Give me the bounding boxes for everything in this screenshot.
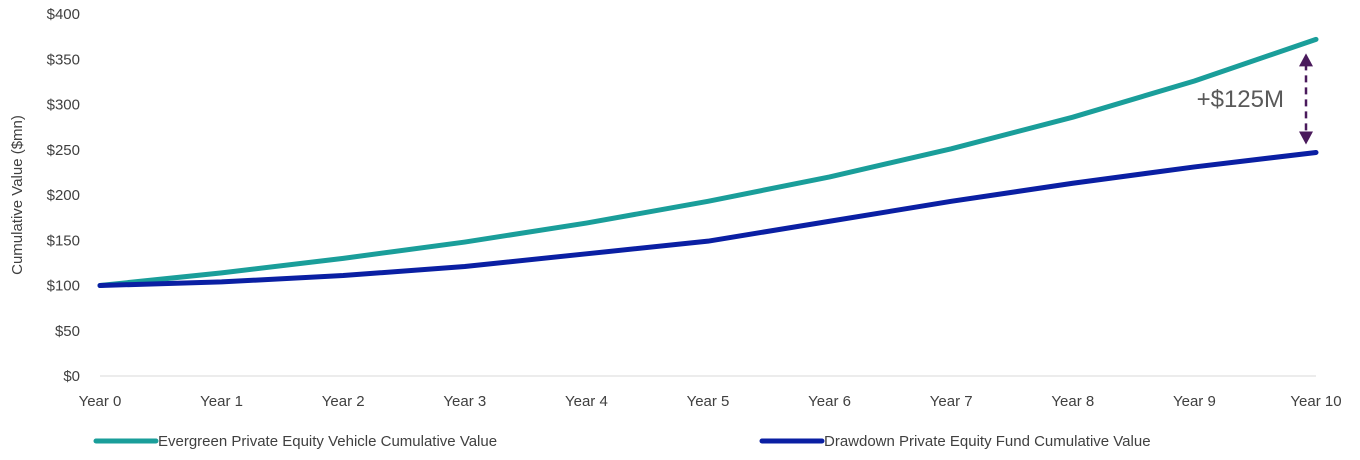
y-tick-label: $300 (47, 97, 80, 114)
series-line-2 (97, 149, 1319, 288)
y-axis-ticks: $0 $50 $100 $150 $200 $250 $300 $350 $400 (47, 6, 80, 385)
x-tick-label: Year 1 (200, 393, 243, 410)
annotation-arrowhead-down (1299, 131, 1313, 145)
series-lines (97, 36, 1319, 288)
x-tick-label: Year 2 (322, 393, 365, 410)
x-tick-label: Year 4 (565, 393, 608, 410)
x-tick-label: Year 9 (1173, 393, 1216, 410)
x-tick-label: Year 0 (79, 393, 122, 410)
x-tick-label: Year 8 (1051, 393, 1094, 410)
annotation: +$125M (1197, 53, 1313, 145)
y-tick-label: $150 (47, 232, 80, 249)
y-axis-title: Cumulative Value ($mn) (9, 115, 26, 275)
annotation-arrowhead-up (1299, 53, 1313, 67)
y-tick-label: $50 (55, 323, 80, 340)
legend-label-1: Evergreen Private Equity Vehicle Cumulat… (158, 433, 497, 450)
annotation-label: +$125M (1197, 86, 1284, 113)
x-axis-ticks: Year 0 Year 1 Year 2 Year 3 Year 4 Year 5 Year… (79, 393, 1342, 410)
series-line-1 (97, 36, 1319, 288)
y-axis-title-text: Cumulative Value ($mn) (9, 115, 26, 275)
x-tick-label: Year 3 (443, 393, 486, 410)
x-tick-label: Year 10 (1290, 393, 1341, 410)
y-tick-label: $350 (47, 51, 80, 68)
x-tick-label: Year 7 (930, 393, 973, 410)
y-tick-label: $250 (47, 142, 80, 159)
legend-label-2: Drawdown Private Equity Fund Cumulative … (824, 433, 1151, 450)
x-tick-label: Year 5 (687, 393, 730, 410)
y-tick-label: $100 (47, 278, 80, 295)
legend: Evergreen Private Equity Vehicle Cumulat… (93, 433, 1151, 450)
y-tick-label: $200 (47, 187, 80, 204)
x-tick-label: Year 6 (808, 393, 851, 410)
y-tick-label: $400 (47, 6, 80, 23)
y-tick-label: $0 (63, 368, 80, 385)
